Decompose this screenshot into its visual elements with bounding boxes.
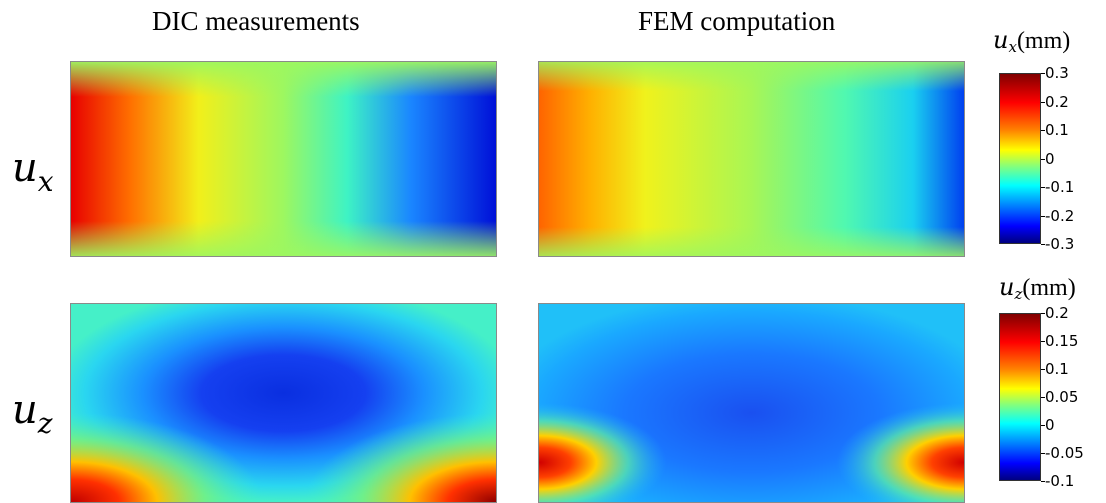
colorbar_ux-tick-label: 0.2 — [1045, 92, 1069, 111]
colorbar-uz-var: u — [999, 273, 1015, 301]
dic-column-title: DIC measurements — [152, 6, 360, 36]
fem-column-title: FEM computation — [638, 6, 836, 36]
heatmap-fem-ux — [538, 61, 965, 257]
colorbar-ux-title: ux(mm) — [993, 26, 1070, 56]
heatmap-fem-uz — [538, 303, 965, 503]
colorbar_ux-tick-mark — [1041, 158, 1045, 160]
colorbar_uz-tick-mark — [1041, 369, 1045, 370]
row-label-uz: uz — [12, 390, 53, 438]
colorbar_uz-tick-label: -0.05 — [1045, 444, 1084, 462]
colorbar-ux-var: u — [993, 26, 1009, 54]
colorbar_uz-tick-mark — [1041, 397, 1045, 398]
colorbar_uz-tick-mark — [1041, 425, 1045, 426]
colorbar_uz-tick-mark — [1041, 481, 1045, 482]
colorbar_uz-tick-label: 0.15 — [1045, 332, 1079, 350]
colorbar-uz-unit: (mm) — [1022, 275, 1076, 301]
colorbar_uz-tick-mark — [1041, 341, 1045, 342]
colorbar_ux-tick-mark — [1041, 130, 1045, 131]
colorbar_uz-tick-label: 0.05 — [1045, 388, 1079, 406]
colorbar-uz — [999, 313, 1041, 481]
row-label-ux: ux — [12, 148, 54, 196]
colorbar_ux-tick-mark — [1041, 101, 1045, 103]
colorbar_ux-tick-label: 0 — [1045, 149, 1055, 168]
colorbar_ux-tick-label: 0.1 — [1045, 121, 1069, 139]
colorbar_ux-tick-label: -0.1 — [1045, 178, 1075, 196]
row-label-uz-sub: z — [37, 407, 53, 440]
colorbar_uz-tick-label: -0.1 — [1045, 472, 1075, 490]
colorbar_ux-tick-mark — [1041, 187, 1045, 188]
colorbar_uz-tick-mark — [1041, 313, 1045, 314]
colorbar_ux-tick-mark — [1041, 73, 1045, 74]
colorbar_uz-tick-label: 0 — [1045, 416, 1055, 434]
colorbar_ux-tick-label: -0.2 — [1045, 206, 1075, 225]
colorbar-uz-title: uz(mm) — [999, 273, 1076, 303]
heatmap-dic-uz — [70, 303, 497, 503]
colorbar_uz-tick-label: 0.2 — [1045, 304, 1069, 322]
colorbar_ux-tick-mark — [1041, 244, 1045, 245]
colorbar_uz-tick-mark — [1041, 453, 1045, 454]
heatmap-dic-ux — [70, 61, 497, 257]
colorbar-ux-sub: x — [1008, 38, 1017, 56]
colorbar-uz-sub: z — [1014, 285, 1023, 303]
row-label-ux-base: u — [12, 145, 38, 191]
colorbar_uz-tick-label: 0.1 — [1045, 360, 1069, 378]
colorbar-ux — [999, 73, 1041, 244]
row-label-ux-sub: x — [37, 165, 54, 198]
row-label-uz-base: u — [12, 387, 38, 433]
colorbar_ux-tick-mark — [1041, 215, 1045, 217]
colorbar_ux-tick-label: -0.3 — [1045, 235, 1075, 253]
colorbar_ux-tick-label: 0.3 — [1045, 64, 1069, 82]
colorbar-ux-unit: (mm) — [1016, 28, 1071, 54]
